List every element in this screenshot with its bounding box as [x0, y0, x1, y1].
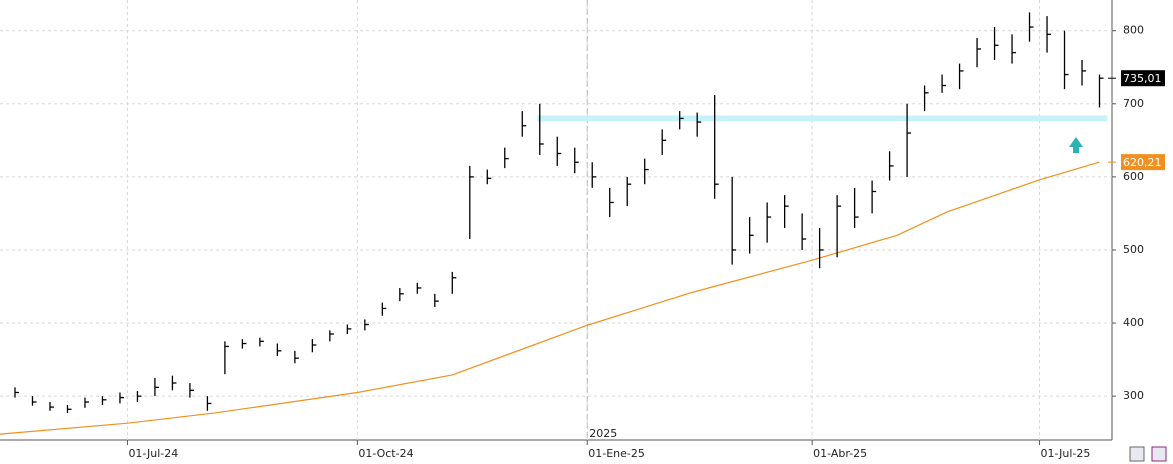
- y-tick-label: 600: [1123, 170, 1144, 183]
- y-tick-label: 400: [1123, 316, 1144, 329]
- last-value-label: 620,21: [1123, 156, 1162, 169]
- save-button[interactable]: [1151, 446, 1167, 462]
- last-value-label: 735,01: [1123, 72, 1162, 85]
- x-tick-label: 01-Oct-24: [358, 447, 413, 460]
- x-tick-label: 01-Jul-24: [128, 447, 178, 460]
- arrow: [1069, 137, 1083, 153]
- y-tick-label: 500: [1123, 243, 1144, 256]
- icon-button[interactable]: [1129, 446, 1145, 462]
- y-tick-label: 300: [1123, 389, 1144, 402]
- last-value-box: [1121, 154, 1165, 171]
- year-label: 2025: [589, 427, 617, 440]
- support-band: [537, 115, 1108, 122]
- x-tick-label: 01-Ene-25: [588, 447, 645, 460]
- moving-average: [0, 161, 1100, 435]
- x-tick-label: 01-Jul-25: [1041, 447, 1091, 460]
- last-value-box: [1121, 70, 1165, 87]
- x-tick-label: 01-Abr-25: [813, 447, 867, 460]
- y-tick-label: 700: [1123, 97, 1144, 110]
- toolbar[interactable]: [1129, 446, 1167, 462]
- y-tick-label: 800: [1123, 24, 1144, 37]
